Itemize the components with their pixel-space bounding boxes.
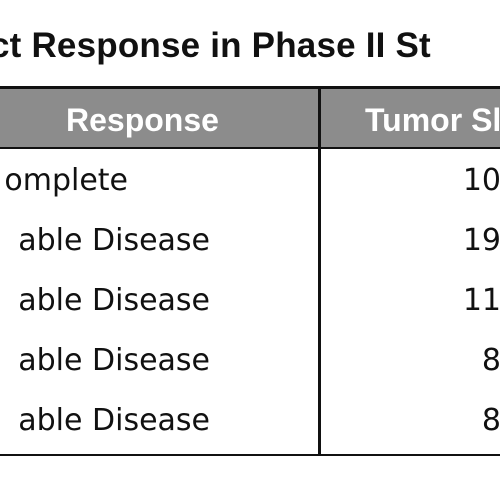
cell-response-text: able Disease — [18, 283, 210, 318]
cell-tumor: 11 — [462, 283, 500, 318]
table-row: able Disease 8 — [0, 329, 500, 389]
table-row: omplete 10 — [0, 149, 500, 209]
cell-response-text: able Disease — [18, 343, 210, 378]
cell-tumor: 19 — [462, 223, 500, 258]
cell-response-text: omplete — [4, 163, 128, 198]
response-table: Response Tumor Sl omplete 10 able Diseas… — [0, 86, 500, 456]
cell-tumor: 8 — [481, 403, 500, 438]
cell-response-text: able Disease — [18, 223, 210, 258]
cell-tumor: 8 — [481, 343, 500, 378]
cell-tumor: 10 — [462, 163, 500, 198]
cell-response: omplete — [0, 149, 128, 209]
table-row: able Disease 8 — [0, 389, 500, 449]
header-tumor: Tumor Sl — [365, 102, 500, 138]
table-header-row: Response Tumor Sl — [0, 89, 500, 149]
cell-response: able Disease — [0, 329, 210, 389]
table-title-text: ct Response in Phase II St — [0, 26, 431, 65]
table-title: ct Response in Phase II St — [0, 20, 500, 72]
header-response: Response — [66, 102, 219, 138]
cell-response: able Disease — [0, 269, 210, 329]
cell-response: able Disease — [0, 389, 210, 449]
cell-response: able Disease — [0, 209, 210, 269]
table-row: able Disease 11 — [0, 269, 500, 329]
column-divider — [318, 89, 321, 454]
table-row: able Disease 19 — [0, 209, 500, 269]
cell-response-text: able Disease — [18, 403, 210, 438]
